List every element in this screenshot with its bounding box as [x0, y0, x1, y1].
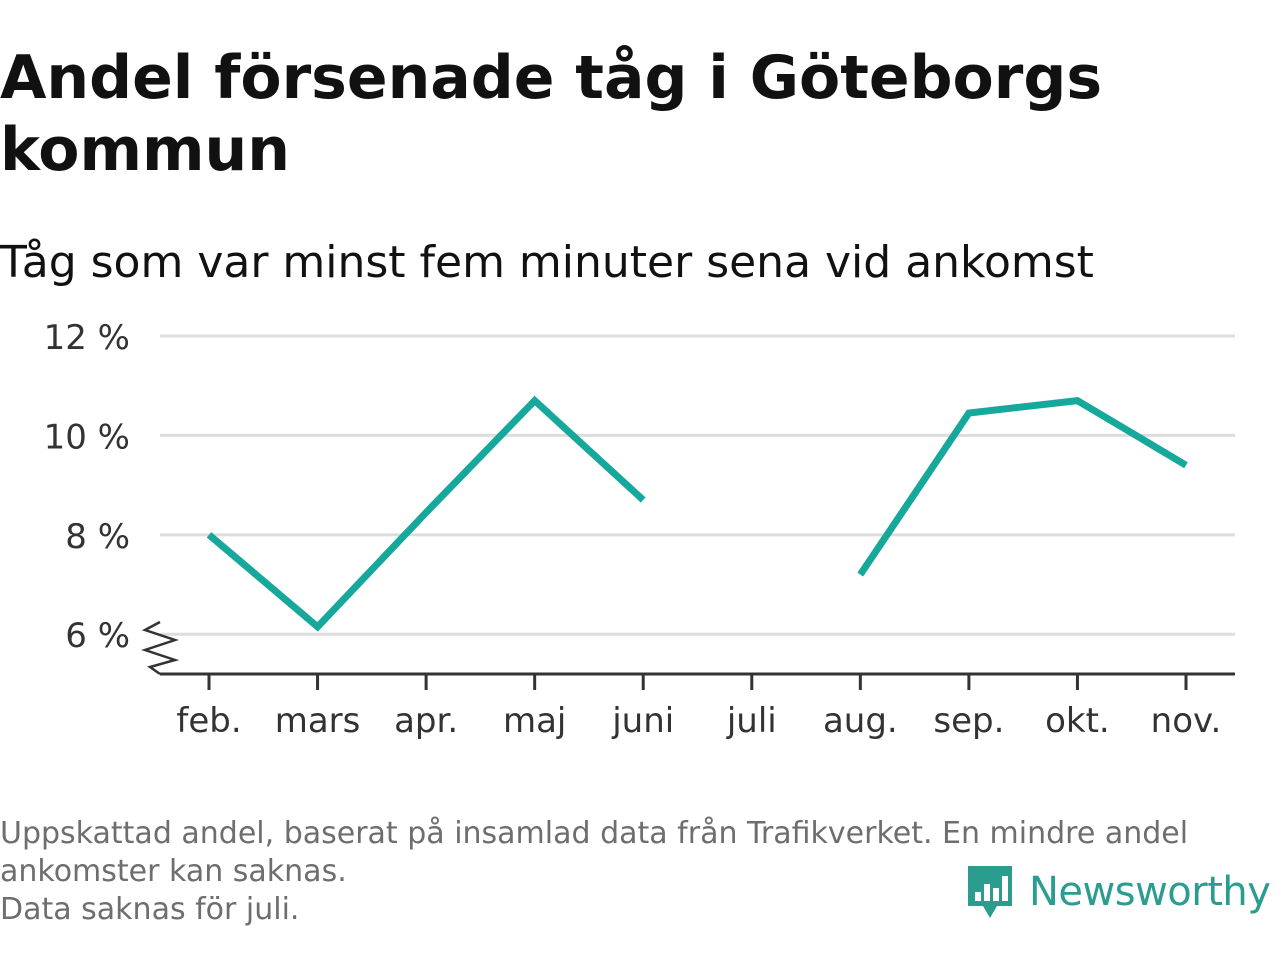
chart-title: Andel försenade tåg i Göteborgs kommun	[0, 43, 1103, 185]
x-tick-label: maj	[503, 701, 566, 741]
footnote-line-3: Data saknas för juli.	[0, 892, 300, 927]
x-tick-label: feb.	[176, 701, 241, 741]
x-tick-label: apr.	[394, 701, 458, 741]
footnote: Uppskattad andel, baserat på insamlad da…	[0, 815, 1270, 929]
y-tick-label: 10 %	[44, 417, 130, 457]
y-tick-label: 6 %	[65, 616, 130, 656]
grid-lines	[160, 334, 1235, 636]
x-tick-label: mars	[275, 701, 361, 741]
brand-logo: Newsworthy	[965, 862, 1271, 922]
series-lines	[206, 395, 1188, 632]
x-tick-label: nov.	[1151, 701, 1222, 741]
x-tick-label: sep.	[933, 701, 1004, 741]
x-axis-ticks: feb. mars apr. maj juni juli aug. sep. okt. nov.	[176, 674, 1221, 741]
series-line-segment	[206, 395, 646, 632]
series-line-segment	[857, 396, 1188, 577]
brand-name: Newsworthy	[1029, 869, 1271, 915]
line-chart: 6 % 8 % 10 % 12 % feb. mars apr. maj juni juli au…	[44, 318, 1235, 741]
footnote-line-2: ankomster kan saknas.	[0, 854, 347, 889]
x-tick-label: aug.	[823, 701, 898, 741]
footnote-line-1: Uppskattad andel, baserat på insamlad da…	[0, 816, 1189, 851]
y-tick-label: 12 %	[44, 318, 130, 358]
bar-chart-speech-bubble-icon	[968, 866, 1012, 918]
x-tick-label: okt.	[1045, 701, 1110, 741]
x-tick-label: juni	[611, 701, 674, 741]
chart-subtitle: Tåg som var minst fem minuter sena vid a…	[0, 237, 1094, 288]
x-tick-label: juli	[726, 701, 777, 741]
axis-break-icon	[141, 620, 180, 676]
x-axis	[141, 620, 1235, 676]
y-tick-label: 8 %	[65, 517, 130, 557]
y-axis-ticks: 6 % 8 % 10 % 12 %	[44, 318, 130, 656]
